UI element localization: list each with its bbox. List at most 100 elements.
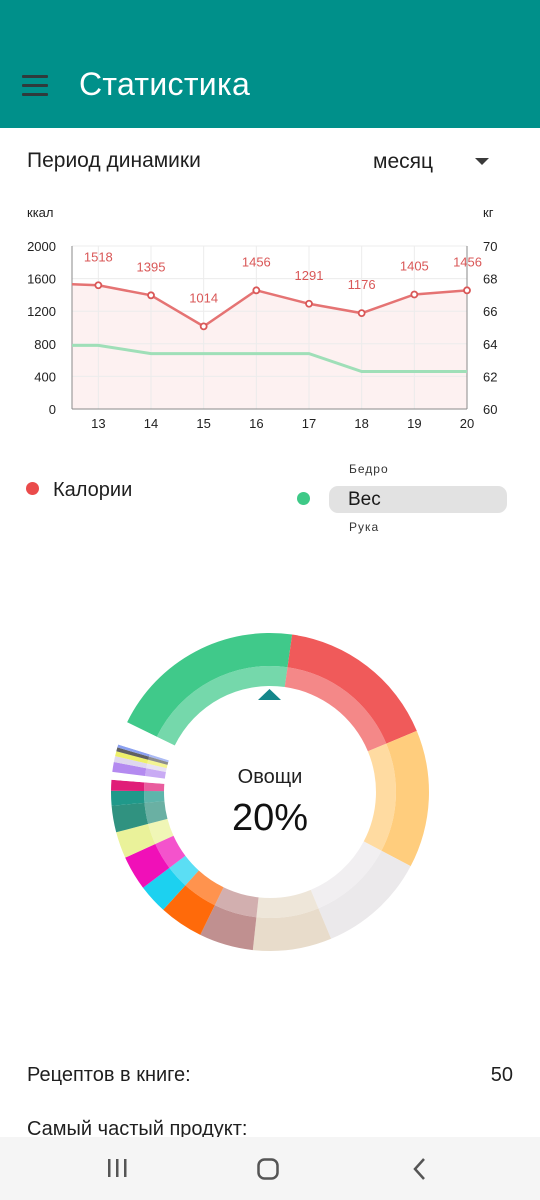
donut-segment-inner [148,818,174,845]
calories-point [463,286,471,295]
weight-legend-dot [297,492,310,505]
donut-center-percent: 20% [231,797,309,839]
calories-data-label: 1291 [295,268,324,283]
donut-segment-outer [113,756,148,769]
donut-segment-inner [144,791,165,803]
donut-segment-inner [310,841,382,909]
donut-segment-outer [111,771,146,783]
donut-center-label: Овощи [237,766,303,788]
period-value: месяц [373,150,434,173]
left-tick-label: 800 [34,337,56,352]
left-tick-label: 2000 [27,239,56,254]
x-tick-label: 14 [144,416,158,431]
calories-point [410,290,419,299]
donut-segment-inner [149,754,169,763]
donut-segment-outer [112,761,147,777]
donut-segment-inner [145,768,166,779]
x-tick-label: 16 [249,416,263,431]
home-icon[interactable] [248,1153,288,1185]
donut-segment [116,747,169,765]
donut-segment-outer [127,633,293,737]
system-nav-bar [0,1137,540,1200]
donut-segment-outer [143,867,186,910]
donut-segment-inner [214,887,259,918]
left-axis-title: ккал [27,205,53,220]
donut-segment-outer [163,885,215,935]
picker-option-below[interactable]: Рука [349,520,380,534]
x-tick-label: 15 [196,416,210,431]
donut-segment-outer [111,802,149,833]
donut-segment-inner [363,743,397,851]
donut-segment [111,771,165,784]
weight-series-line [72,343,467,374]
calories-data-label: 1176 [348,277,376,292]
donut-segment [111,801,168,833]
period-dropdown[interactable]: месяц [372,146,502,178]
calories-data-label: 1456 [453,254,482,269]
period-label: Период динамики [27,149,201,172]
recipes-count-label: Рецептов в книге: [27,1064,191,1086]
donut-segment-outer [116,823,156,858]
calories-point [94,281,103,290]
calories-point [357,309,366,318]
donut-segment-outer [116,747,150,760]
donut-segment-outer [287,634,417,744]
recent-apps-icon[interactable] [97,1153,137,1185]
right-tick-label: 64 [483,337,497,352]
measurement-picker[interactable]: Вес [329,486,507,513]
donut-segment [111,790,165,806]
hamburger-menu-icon[interactable] [22,75,50,97]
calories-legend-dot [26,482,39,495]
donut-segment [118,722,175,761]
right-tick-label: 70 [483,239,497,254]
right-tick-label: 60 [483,402,497,417]
donut-segment-inner [185,870,224,906]
dynamics-chart: ккал кг 2000 1600 1200 800 400 0 70 68 66 64 62 60 13 1… [27,205,497,431]
page-title: Статистика [79,66,251,102]
donut-segment [143,855,199,910]
right-tick-label: 68 [483,272,497,287]
donut-segment-inner [146,763,167,772]
calories-data-label: 1014 [189,290,218,305]
donut-segment-outer [125,844,170,888]
frequent-product-label: Самый частый продукт: [27,1118,248,1140]
x-tick-label: 20 [460,416,474,431]
donut-segment [363,730,430,867]
right-tick-label: 66 [483,304,497,319]
back-icon[interactable] [400,1153,440,1185]
donut-segment-inner [144,782,165,792]
product-donut-chart [111,633,430,951]
left-tick-label: 0 [49,402,56,417]
calories-data-label: 1405 [400,258,429,273]
donut-segment [284,634,417,752]
app-bar: Статистика [0,0,540,128]
donut-segment-inner [256,889,319,918]
picker-selected-value: Вес [348,489,381,510]
calories-data-label: 1518 [84,249,113,264]
donut-segment [115,751,168,769]
donut-segment-outer [111,790,145,806]
donut-segment [310,841,411,939]
x-tick-label: 17 [302,416,316,431]
donut-segment-outer [117,744,150,757]
donut-segment [163,870,224,935]
calories-point [147,291,155,300]
calories-data-label: 1395 [137,259,166,274]
donut-segment-outer [115,751,149,764]
chevron-down-icon [475,158,489,165]
donut-segment [125,835,186,888]
picker-option-above[interactable]: Бедро [349,462,389,476]
donut-segment [112,761,166,779]
left-tick-label: 400 [34,369,56,384]
calories-data-label: 1456 [242,254,271,269]
donut-segment [113,756,167,772]
right-tick-label: 62 [483,369,497,384]
donut-segment-inner [284,667,387,752]
donut-segment-outer [111,779,145,792]
x-tick-label: 18 [354,416,368,431]
donut-segment-inner [144,776,165,784]
donut-segment [252,889,332,951]
donut-segment-inner [147,759,168,769]
calories-point [199,322,208,331]
recipes-count-value: 50 [490,1064,513,1086]
